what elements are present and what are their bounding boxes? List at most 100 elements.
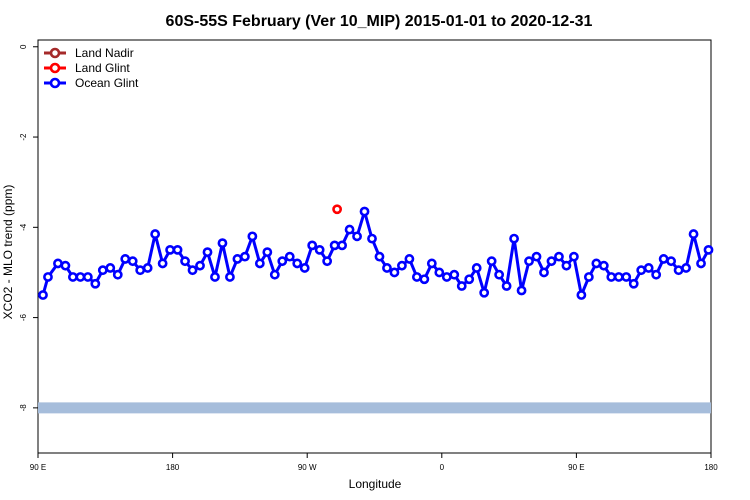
- data-point: [105, 263, 116, 273]
- data-point: [344, 224, 355, 235]
- legend-item: Ocean Glint: [44, 76, 139, 90]
- data-point: [299, 263, 310, 273]
- data-point: [332, 204, 343, 215]
- data-point: [239, 251, 250, 262]
- data-point: [292, 258, 303, 269]
- data-point: [314, 244, 325, 255]
- data-point: [269, 269, 280, 280]
- data-point: [120, 254, 131, 264]
- series-ocean-glint: [38, 206, 714, 300]
- data-point: [531, 251, 542, 262]
- data-point: [75, 272, 86, 282]
- chart-title: 60S-55S February (Ver 10_MIP) 2015-01-01…: [166, 13, 593, 30]
- data-point: [232, 254, 243, 264]
- data-point: [53, 258, 63, 269]
- data-point: [187, 265, 198, 276]
- data-point: [628, 278, 639, 289]
- data-point: [696, 258, 706, 269]
- series-layer: [38, 204, 714, 300]
- data-point: [142, 263, 153, 273]
- data-point: [583, 272, 594, 282]
- data-point: [165, 244, 176, 255]
- data-point: [539, 267, 549, 278]
- legend-item: Land Glint: [44, 61, 130, 75]
- y-tick-label: -8: [19, 404, 28, 412]
- data-point: [404, 254, 415, 264]
- data-point: [434, 267, 445, 278]
- data-point: [509, 233, 519, 244]
- data-point: [426, 258, 437, 269]
- data-point: [210, 272, 220, 282]
- legend-marker: [49, 47, 61, 59]
- data-point: [703, 244, 714, 255]
- data-point: [569, 251, 579, 262]
- series-line: [41, 210, 710, 297]
- data-point: [127, 256, 138, 267]
- data-point: [516, 285, 527, 296]
- data-point: [217, 238, 228, 249]
- data-point: [67, 272, 78, 282]
- data-point: [464, 274, 475, 285]
- data-point: [60, 260, 71, 271]
- data-point: [598, 260, 609, 271]
- data-point: [397, 260, 407, 271]
- data-point: [202, 247, 213, 258]
- data-point: [82, 272, 93, 282]
- legend-label: Land Nadir: [75, 46, 134, 60]
- data-point: [494, 269, 505, 280]
- series-land-glint: [332, 204, 343, 215]
- axes: 90 E 180 90 W 0 90 E 180 0 -2 -4 -6 -8: [19, 44, 718, 472]
- data-point: [681, 263, 691, 273]
- data-point: [606, 272, 617, 282]
- data-point: [38, 290, 48, 300]
- legend-item: Land Nadir: [44, 46, 134, 60]
- data-point: [479, 287, 490, 298]
- data-point: [97, 265, 108, 276]
- data-point: [449, 269, 460, 280]
- data-point: [411, 272, 422, 282]
- legend-marker: [49, 77, 61, 89]
- legend-label: Ocean Glint: [75, 76, 139, 90]
- data-point: [621, 272, 632, 282]
- y-tick-label: -4: [19, 223, 28, 231]
- data-point: [307, 240, 318, 251]
- data-point: [688, 229, 699, 239]
- y-axis-label: XCO2 - MLO trend (ppm): [1, 185, 15, 320]
- data-point: [247, 231, 258, 242]
- data-point: [524, 256, 534, 267]
- x-tick-label: 90 E: [30, 463, 46, 472]
- data-point: [150, 229, 161, 239]
- x-tick-label: 90 W: [298, 463, 317, 472]
- data-point: [90, 278, 101, 289]
- x-tick-label: 0: [440, 463, 445, 472]
- data-point: [329, 240, 340, 251]
- data-point: [284, 251, 295, 262]
- x-axis-label: Longitude: [349, 477, 402, 491]
- y-tick-label: -6: [19, 313, 28, 321]
- data-point: [367, 233, 377, 244]
- x-tick-label: 90 E: [568, 463, 584, 472]
- data-point: [658, 254, 669, 264]
- data-point: [673, 265, 684, 276]
- data-point: [322, 256, 333, 267]
- y-tick-label: 0: [19, 44, 28, 49]
- data-point: [277, 256, 288, 267]
- data-point: [561, 260, 572, 271]
- x-tick-label: 180: [704, 463, 718, 472]
- data-point: [389, 267, 400, 278]
- data-point: [613, 272, 624, 282]
- data-point: [337, 240, 347, 251]
- y-tick-label: -2: [19, 133, 28, 141]
- data-point: [471, 263, 482, 273]
- data-point: [643, 263, 654, 273]
- data-point: [419, 274, 430, 285]
- data-point: [225, 272, 235, 282]
- data-point: [651, 269, 662, 280]
- data-point: [554, 251, 564, 262]
- data-point: [157, 258, 168, 269]
- data-point: [441, 272, 452, 282]
- data-point: [254, 258, 265, 269]
- data-point: [576, 290, 587, 300]
- data-point: [666, 256, 677, 267]
